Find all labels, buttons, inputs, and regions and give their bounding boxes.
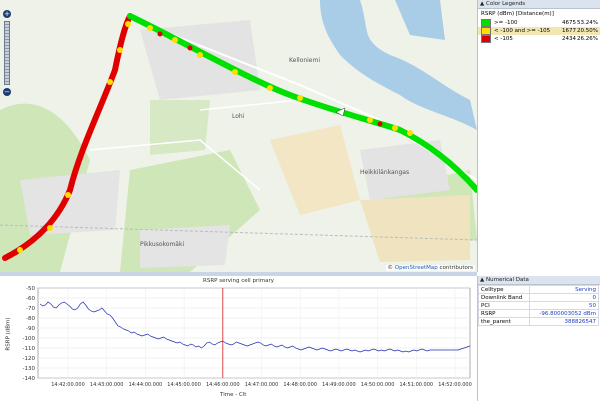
x-tick-label: 14:42:00.000 [51,382,85,388]
table-row[interactable]: the_parent 388826547 [477,317,599,326]
color-legend-panel: ▲ Color Legends RSRP (dBm) [Distance(m)]… [477,0,600,272]
collapse-icon[interactable]: ▲ [480,277,485,283]
legend-label: >= -100 [494,20,518,26]
legend-label: < -105 [494,36,513,42]
map-attribution: © OpenStreetMap contributors [385,265,475,271]
x-tick-label: 14:50:00.000 [361,382,395,388]
numeric-title: Numerical Data [485,277,529,283]
rsrp-series-tail [457,345,471,351]
field-value: 0 [529,293,599,302]
legend-item[interactable]: < -105 2434 26.26% [478,35,600,43]
table-row[interactable]: RSRP -96.800003052 dBm [477,309,599,318]
legend-swatch [481,27,491,35]
urban-area [140,20,260,100]
chart-title: RSRP serving cell primary [203,278,274,284]
urban-area [140,225,230,268]
legend-count: 1677 [562,28,576,34]
numeric-header[interactable]: ▲ Numerical Data [478,276,600,285]
field-value: Serving [529,285,599,294]
park-area [150,100,210,155]
map-view[interactable]: Kelloniemi Lohi Heikkilänkangas Pikkusok… [0,0,477,272]
field-area [270,125,360,215]
x-tick-label: 14:46:00.000 [206,382,240,388]
field-value: 388826547 [529,317,599,326]
numeric-table: Celltype Serving Downlink Band 0 PCI 50 RSR… [477,285,599,326]
x-tick-label: 14:45:00.000 [167,382,201,388]
map-canvas[interactable]: Kelloniemi Lohi Heikkilänkangas Pikkusok… [0,0,477,272]
legend-percent: 20.50% [577,28,598,34]
place-label: Heikkilänkangas [360,169,409,176]
legend-count: 2434 [562,36,576,42]
river [320,0,477,130]
field-value: 50 [529,301,599,310]
y-tick-label: -120 [23,356,36,362]
zoom-slider[interactable] [4,21,10,85]
legend-item[interactable]: >= -100 4675 53.24% [478,19,600,27]
y-tick-label: -100 [23,336,36,342]
x-tick-label: 14:48:00.000 [283,382,317,388]
railway [0,224,477,241]
place-label: Kelloniemi [289,57,320,64]
y-tick-label: -50 [26,286,35,292]
y-tick-label: -130 [23,366,36,372]
chart-plot[interactable]: -50 -60 -70 -80 -90 -100 -110 -120 -130 -140 14:42… [0,276,477,394]
place-label: Lohi [232,113,245,120]
lake [395,0,445,40]
numerical-data-panel: ▲ Numerical Data Celltype Serving Downlin… [477,276,600,401]
legend-count: 4675 [562,20,576,26]
legend-percent: 26.26% [577,36,598,42]
plus-icon[interactable]: + [3,10,11,18]
place-label: Pikkusokomäki [140,241,184,248]
zoom-control[interactable]: + − [3,10,11,96]
field-name: Downlink Band [477,293,531,302]
x-tick-label: 14:44:00.000 [129,382,163,388]
chart-xlabel: Time - Clt [220,392,247,398]
table-row[interactable]: PCI 50 [477,301,599,310]
legend-swatch [481,35,491,43]
y-tick-label: -80 [26,316,35,322]
legend-percent: 53.24% [577,20,598,26]
legend-item[interactable]: < -100 and >= -105 1677 20.50% [478,27,600,35]
urban-area [360,140,450,200]
field-name: PCI [477,301,531,310]
y-tick-label: -70 [26,306,35,312]
table-row[interactable]: Celltype Serving [477,285,599,294]
rsrp-series-line [39,301,431,353]
table-row[interactable]: Downlink Band 0 [477,293,599,302]
legend-swatch [481,19,491,27]
legend-header[interactable]: ▲ Color Legends [478,0,600,9]
field-name: Celltype [477,285,531,294]
field-name: the_parent [477,317,531,326]
y-tick-label: -110 [23,346,36,352]
urban-area [20,170,120,235]
legend-title: Color Legends [485,1,526,7]
field-name: RSRP [477,309,531,318]
osm-link[interactable]: OpenStreetMap [394,265,438,271]
panel-splitter[interactable] [0,272,477,276]
plot-area [37,287,471,379]
y-tick-label: -90 [26,326,35,332]
road [89,139,261,191]
rsrp-chart[interactable]: RSRP serving cell primary RSRP (dBm) Tim… [0,276,477,401]
x-tick-label: 14:49:00.000 [322,382,356,388]
drive-route [2,13,477,261]
collapse-icon[interactable]: ▲ [480,1,485,7]
field-value: -96.800003052 dBm [529,309,599,318]
y-tick-label: -140 [23,376,36,382]
legend-subtitle: RSRP (dBm) [Distance(m)] [481,11,554,17]
field-area [360,195,470,262]
x-tick-label: 14:51:00.000 [400,382,434,388]
minus-icon[interactable]: − [3,88,11,96]
x-tick-label: 14:47:00.000 [245,382,279,388]
y-tick-label: -60 [26,296,35,302]
x-tick-label: 14:52:00.000 [438,382,472,388]
legend-label: < -100 and >= -105 [494,28,551,34]
x-tick-label: 14:43:00.000 [90,382,124,388]
